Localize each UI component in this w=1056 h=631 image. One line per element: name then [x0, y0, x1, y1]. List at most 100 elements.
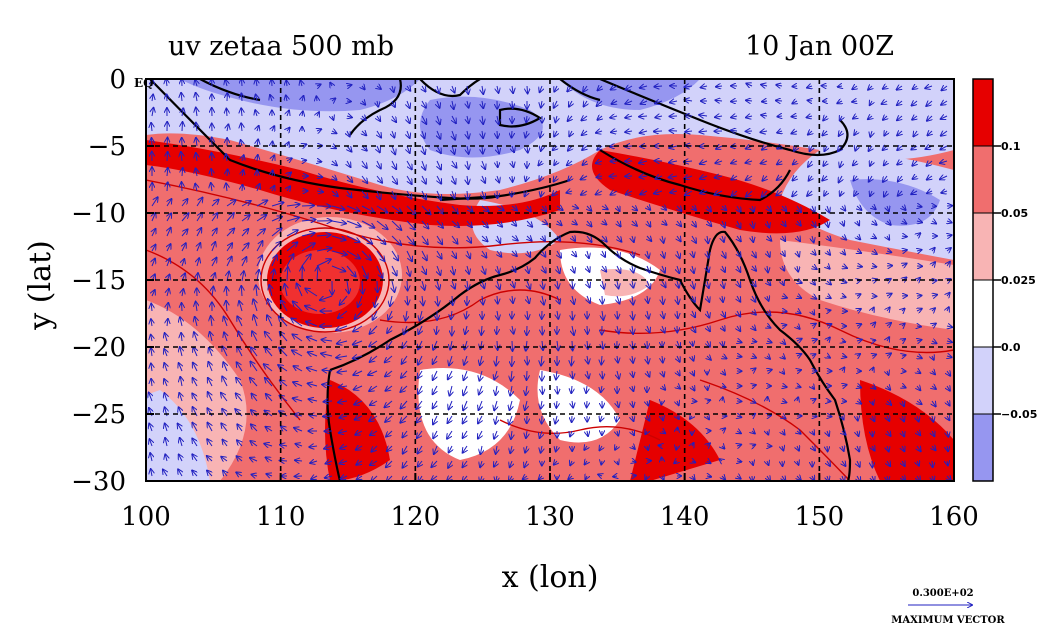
wind-vector-arrow: [281, 300, 288, 312]
wind-vector-arrow: [553, 146, 557, 150]
wind-vector-arrow: [464, 355, 467, 365]
wind-vector-arrow: [542, 340, 543, 350]
wind-vector-arrow: [287, 111, 289, 117]
wind-vector-arrow: [355, 310, 363, 319]
wind-vector-arrow: [913, 131, 917, 136]
wind-vector-arrow: [793, 176, 798, 181]
wind-vector-arrow: [670, 191, 678, 193]
wind-vector-arrow: [782, 266, 784, 271]
wind-vector-arrow: [467, 175, 468, 184]
wind-vector-arrow: [707, 295, 709, 302]
wind-vector-arrow: [707, 280, 709, 288]
wind-vector-arrow: [497, 265, 499, 273]
wind-vector-arrow: [211, 200, 219, 207]
wind-vector-arrow: [812, 354, 816, 356]
wind-vector-arrow: [746, 176, 753, 180]
wind-vector-arrow: [467, 220, 472, 227]
wind-vector-arrow: [301, 233, 315, 236]
wind-vector-arrow: [647, 206, 650, 210]
y-tick-labels: 0 −5 −10 −15 −20 −25 −30: [71, 65, 126, 497]
wind-vector-arrow: [196, 138, 197, 147]
wind-vector-arrow: [496, 206, 504, 211]
wind-vector-arrow: [902, 236, 907, 237]
wind-vector-arrow: [210, 332, 212, 342]
colorbar-label: 0.025: [1001, 274, 1036, 287]
wind-vector-arrow: [195, 317, 197, 327]
wind-vector-arrow: [482, 175, 485, 183]
weak-positive-band-queensland: [780, 240, 954, 330]
wind-vector-arrow: [647, 325, 650, 332]
wind-vector-arrow: [699, 131, 708, 132]
wind-vector-arrow: [571, 385, 572, 393]
wind-vector-arrow: [302, 160, 306, 161]
wind-vector-arrow: [752, 311, 756, 315]
wind-vector-arrow: [256, 241, 263, 252]
wind-vector-arrow: [152, 80, 153, 87]
wind-vector-arrow: [767, 236, 771, 241]
wind-vector-arrow: [151, 123, 152, 132]
wind-vector-arrow: [407, 295, 408, 305]
wind-vector-arrow: [857, 236, 860, 239]
wind-vector-arrow: [481, 235, 488, 241]
wind-vector-arrow: [467, 190, 468, 199]
wind-vector-arrow: [853, 161, 857, 165]
wind-vector-arrow: [782, 206, 786, 211]
wind-vector-arrow: [554, 131, 557, 136]
wind-vector-arrow: [746, 161, 753, 163]
wind-vector-arrow: [692, 265, 694, 273]
wind-vector-arrow: [632, 235, 634, 242]
colorbar-label: 0.05: [1001, 207, 1028, 220]
wind-vector-arrow: [467, 115, 469, 123]
wind-vector-arrow: [927, 176, 932, 180]
wind-vector-arrow: [331, 190, 338, 196]
wind-vector-arrow: [347, 160, 351, 167]
wind-vector-arrow: [947, 307, 949, 311]
wind-vector-arrow: [587, 325, 588, 334]
wind-vector-arrow: [482, 265, 485, 274]
wind-vector-arrow: [237, 347, 243, 357]
wind-vector-arrow: [251, 348, 258, 357]
wind-vector-arrow: [212, 229, 217, 237]
wind-vector-arrow: [525, 130, 527, 137]
wind-vector-arrow: [497, 310, 499, 320]
wind-vector-arrow: [526, 340, 527, 351]
wind-vector-arrow: [377, 116, 380, 121]
wind-vector-arrow: [332, 116, 334, 120]
wind-vector-arrow: [947, 341, 952, 342]
wind-vector-arrow: [437, 130, 440, 139]
wind-vector-arrow: [737, 265, 740, 272]
wind-vector-arrow: [392, 100, 395, 107]
wind-vector-arrow: [317, 129, 321, 131]
wind-vector-arrow: [761, 161, 768, 164]
wind-vector-arrow: [647, 265, 650, 272]
wind-vector-arrow: [659, 445, 663, 446]
wind-vector-arrow: [827, 445, 828, 451]
wind-vector-arrow: [347, 190, 352, 197]
wind-vector-arrow: [242, 155, 244, 162]
wind-vector-arrow: [224, 332, 227, 342]
wind-vector-arrow: [407, 130, 410, 138]
wind-vector-arrow: [196, 168, 197, 177]
wind-vector-arrow: [737, 236, 741, 241]
wind-vector-arrow: [422, 175, 426, 184]
wind-vector-arrow: [632, 325, 633, 334]
wind-vector-arrow: [626, 191, 633, 195]
wind-vector-arrow: [782, 341, 785, 344]
wind-vector-arrow: [640, 131, 648, 133]
wind-vector-arrow: [596, 191, 603, 195]
wind-vector-arrow: [212, 287, 213, 297]
wind-vector-arrow: [782, 325, 786, 326]
wind-vector-arrow: [571, 355, 572, 365]
wind-vector-arrow: [587, 250, 589, 258]
wind-vector-arrow: [812, 266, 817, 269]
wind-vector-arrow: [616, 415, 617, 422]
wind-vector-arrow: [226, 213, 234, 222]
wind-vector-arrow: [195, 184, 197, 192]
wind-vector-arrow: [625, 86, 633, 90]
wind-vector-arrow: [451, 235, 458, 244]
wind-vector-arrow: [898, 191, 902, 196]
wind-vector-arrow: [707, 386, 708, 390]
wind-vector-arrow: [255, 110, 257, 117]
wind-vector-arrow: [902, 250, 907, 251]
wind-vector-arrow: [827, 236, 831, 241]
